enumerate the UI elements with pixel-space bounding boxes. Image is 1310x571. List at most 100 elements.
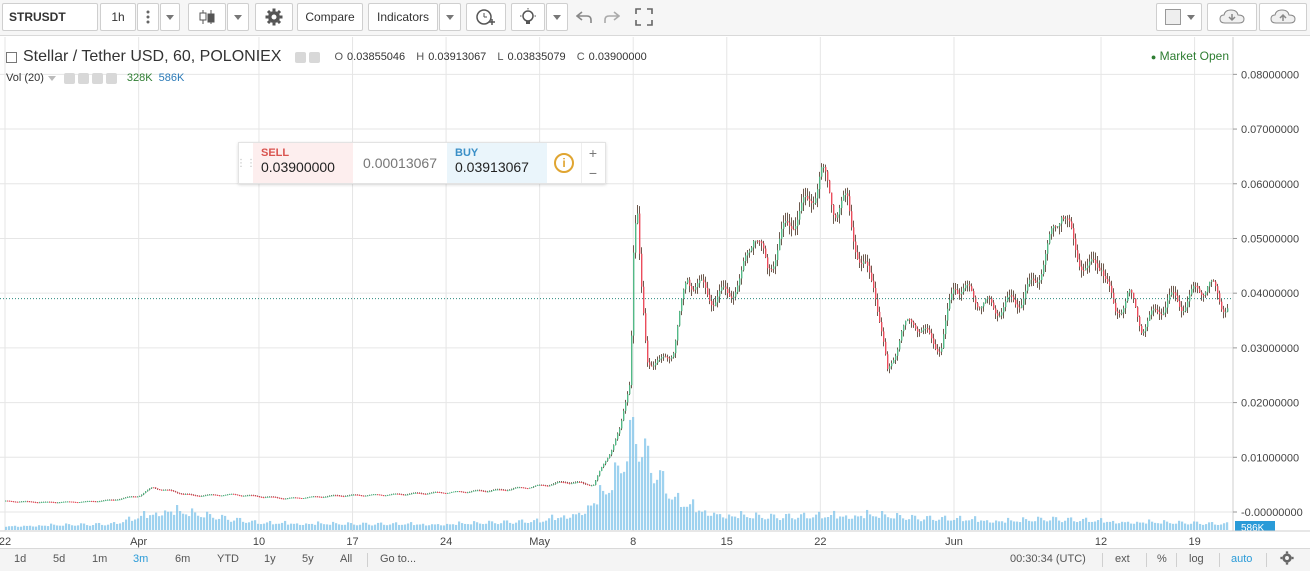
candle-body <box>393 493 395 495</box>
candle-body <box>379 494 381 496</box>
log-scale-toggle[interactable]: log <box>1189 553 1204 565</box>
volume-bar <box>953 519 956 530</box>
volume-bar <box>1151 521 1154 530</box>
range-1y[interactable]: 1y <box>264 553 276 565</box>
volume-bar <box>539 522 542 530</box>
candle-body <box>311 496 313 498</box>
candle-body <box>509 489 511 491</box>
chevron-down-icon[interactable] <box>47 75 56 81</box>
chart-style-dropdown-button[interactable] <box>227 3 249 31</box>
indicators-button[interactable]: Indicators <box>368 3 438 31</box>
candle-body <box>973 291 975 298</box>
color-picker-button[interactable] <box>1156 3 1202 31</box>
collapse-legend-icon[interactable] <box>6 51 17 63</box>
save-chart-button[interactable] <box>1259 3 1307 31</box>
candle-body <box>577 481 579 483</box>
candle-body <box>699 280 701 284</box>
candle-body <box>983 302 985 307</box>
divider <box>1102 553 1103 567</box>
close-icon[interactable] <box>105 72 117 84</box>
volume-bar <box>1121 521 1124 530</box>
volume-bar <box>938 519 941 530</box>
candle-body <box>37 502 39 504</box>
auto-scale-toggle[interactable]: auto <box>1231 553 1253 565</box>
range-3m[interactable]: 3m <box>133 553 149 565</box>
time-axis[interactable]: 22 Apr 10 17 24 May 8 15 22 Jun 12 19 <box>0 530 1310 548</box>
candle-body <box>695 287 697 290</box>
range-1d[interactable]: 1d <box>14 553 27 565</box>
volume-bar <box>890 518 893 530</box>
volume-bar <box>1208 522 1211 530</box>
add-alert-button[interactable] <box>466 3 506 31</box>
range-5d[interactable]: 5d <box>53 553 66 565</box>
price-chart[interactable]: 0.08000000 0.07000000 0.06000000 0.05000000… <box>0 37 1310 548</box>
candle-body <box>865 261 867 263</box>
range-ytd[interactable]: YTD <box>217 553 239 565</box>
candle-body <box>539 484 541 486</box>
ideas-button[interactable] <box>511 3 545 31</box>
extended-hours-toggle[interactable]: ext <box>1115 553 1130 565</box>
range-all[interactable]: All <box>340 553 353 565</box>
volume-indicator-label[interactable]: Vol (20) <box>6 72 44 84</box>
candle-body <box>941 348 943 352</box>
volume-bar <box>1181 521 1184 530</box>
volume-value: 328K <box>126 72 153 84</box>
more-vert-icon[interactable] <box>137 3 159 31</box>
plus-icon[interactable]: + <box>588 145 598 161</box>
interval-button[interactable]: 1h <box>100 3 136 31</box>
symbol-search-input[interactable]: STRUSDT <box>2 3 98 31</box>
add-icon[interactable] <box>91 72 103 84</box>
goto-button[interactable]: Go to... <box>380 553 417 565</box>
redo-button[interactable] <box>598 3 626 31</box>
settings-button[interactable] <box>255 3 293 31</box>
ideas-dropdown-button[interactable] <box>546 3 568 31</box>
candle-body <box>789 222 791 227</box>
volume-bar <box>680 506 683 530</box>
undo-button[interactable] <box>570 3 598 31</box>
candle-body <box>175 491 177 493</box>
volume-bar <box>173 514 176 530</box>
qty-stepper[interactable]: + − <box>581 143 604 183</box>
candle-body <box>55 502 57 504</box>
percent-scale-toggle[interactable]: % <box>1157 553 1167 565</box>
compare-button[interactable]: Compare <box>297 3 363 31</box>
volume-bar <box>917 519 920 530</box>
settings-small-icon[interactable] <box>309 51 321 63</box>
ohlc-values: O 0.03855046 H 0.03913067 L 0.03835079 C 0.0… <box>326 51 646 63</box>
volume-bar <box>1112 520 1115 530</box>
range-1m[interactable]: 1m <box>92 553 108 565</box>
minus-icon[interactable]: − <box>588 165 598 181</box>
candle-body <box>545 485 547 487</box>
candle-body <box>1159 311 1161 315</box>
price-axis[interactable]: 0.08000000 0.07000000 0.06000000 0.05000000… <box>1232 37 1310 534</box>
volume-bar <box>665 493 668 530</box>
candle-body <box>1137 307 1139 317</box>
fullscreen-button[interactable] <box>628 3 660 31</box>
settings-small-icon[interactable] <box>77 72 89 84</box>
drag-handle-icon[interactable]: ⋮⋮ <box>236 157 256 169</box>
candle-body <box>929 329 931 334</box>
interval-dropdown-button[interactable] <box>160 3 180 31</box>
buy-button[interactable]: BUY 0.03913067 <box>447 143 547 183</box>
sell-button[interactable]: SELL 0.03900000 <box>253 143 353 183</box>
candle-body <box>505 490 507 492</box>
chart-style-button[interactable] <box>188 3 226 31</box>
candle-body <box>239 495 241 497</box>
candle-body <box>445 493 447 495</box>
candle-body <box>631 335 633 386</box>
volume-bar <box>35 526 38 530</box>
candle-body <box>1135 298 1137 308</box>
range-5y[interactable]: 5y <box>302 553 314 565</box>
volume-bar <box>488 520 491 530</box>
indicators-dropdown-button[interactable] <box>439 3 461 31</box>
candle-body <box>1205 292 1207 296</box>
range-6m[interactable]: 6m <box>175 553 191 565</box>
candle-body <box>329 495 331 497</box>
info-button[interactable]: i <box>547 143 581 183</box>
chart-settings-button[interactable] <box>1280 551 1294 568</box>
load-chart-button[interactable] <box>1207 3 1257 31</box>
eye-icon[interactable] <box>295 51 307 63</box>
volume-bar <box>287 524 290 530</box>
eye-icon[interactable] <box>63 72 75 84</box>
utc-clock[interactable]: 00:30:34 (UTC) <box>1010 553 1086 565</box>
